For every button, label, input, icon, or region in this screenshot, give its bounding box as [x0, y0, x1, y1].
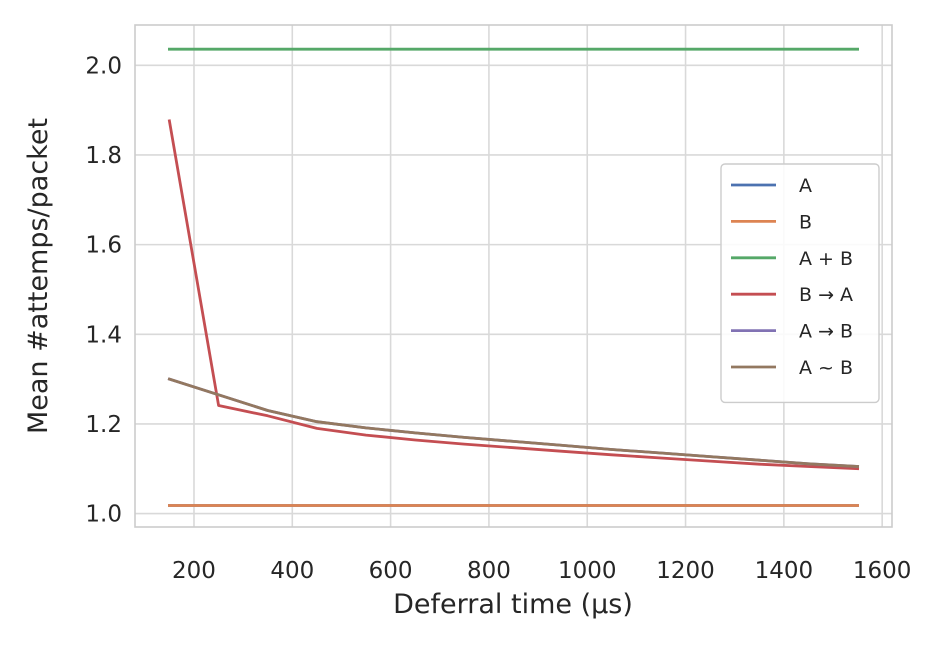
x-tick-label: 1400 [755, 558, 814, 584]
x-tick-label: 1000 [558, 558, 617, 584]
x-tick-label: 200 [172, 558, 216, 584]
legend-label: A → B [799, 321, 853, 343]
series-line-4 [167, 119, 860, 471]
y-tick-label: 1.4 [85, 322, 122, 348]
y-tick-label: 1.2 [85, 412, 122, 438]
legend-box [720, 163, 880, 404]
legend-label: B [799, 211, 812, 233]
legend-label: A [799, 175, 812, 197]
legend-label: A + B [799, 248, 853, 270]
plot-frame [134, 24, 893, 528]
y-tick-labels: 1.0 1.2 1.4 1.6 1.8 2.0 [85, 53, 122, 527]
y-axis-label: Mean #attemps/packet [23, 118, 54, 434]
y-tick-label: 2.0 [85, 53, 122, 79]
x-tick-labels: 200 400 600 800 1000 1200 1400 1600 [172, 558, 911, 584]
x-tick-label: 600 [369, 558, 413, 584]
y-tick-label: 1.8 [85, 143, 122, 169]
legend-label: A ~ B [799, 357, 853, 379]
x-tick-label: 1200 [656, 558, 715, 584]
x-tick-label: 800 [467, 558, 511, 584]
y-tick-label: 1.6 [85, 233, 122, 259]
legend: AB A + B B → A A → B A ~ B [720, 163, 880, 404]
x-axis-label: Deferral time (μs) [393, 589, 633, 620]
y-tick-label: 1.0 [85, 502, 122, 528]
x-tick-label: 400 [270, 558, 314, 584]
x-tick-label: 1600 [853, 558, 912, 584]
legend-label: B → A [799, 284, 853, 306]
series-line-6 [167, 377, 860, 468]
series-lines [167, 47, 860, 507]
